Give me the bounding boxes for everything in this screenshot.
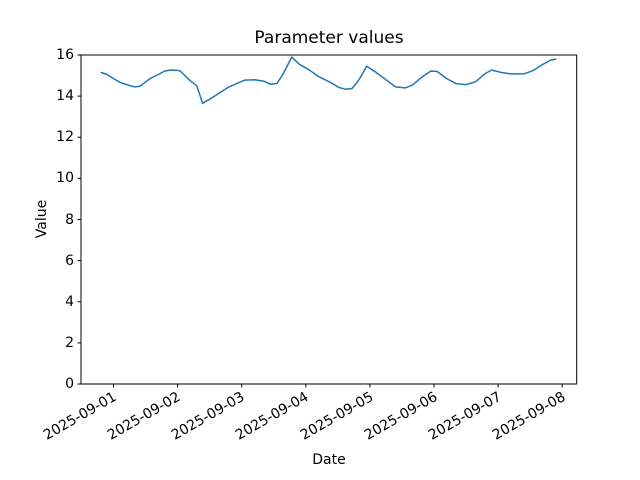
y-tick-label: 10: [56, 170, 74, 187]
y-tick-label: 8: [65, 211, 74, 228]
data-line: [100, 56, 557, 105]
y-tick-label: 12: [56, 129, 74, 146]
y-tick-label: 4: [65, 293, 74, 310]
y-tick-label: 6: [65, 252, 74, 269]
y-tick-label: 2: [65, 334, 74, 351]
x-axis-label: Date: [312, 452, 346, 468]
y-tick-marks: [77, 54, 81, 385]
y-tick-label: 14: [56, 88, 74, 105]
y-tick-label: 0: [65, 376, 74, 392]
x-tick-marks: [112, 384, 563, 388]
chart-title: Parameter values: [254, 28, 404, 48]
plot-border: [80, 54, 578, 385]
y-tick-label: 16: [56, 47, 74, 63]
